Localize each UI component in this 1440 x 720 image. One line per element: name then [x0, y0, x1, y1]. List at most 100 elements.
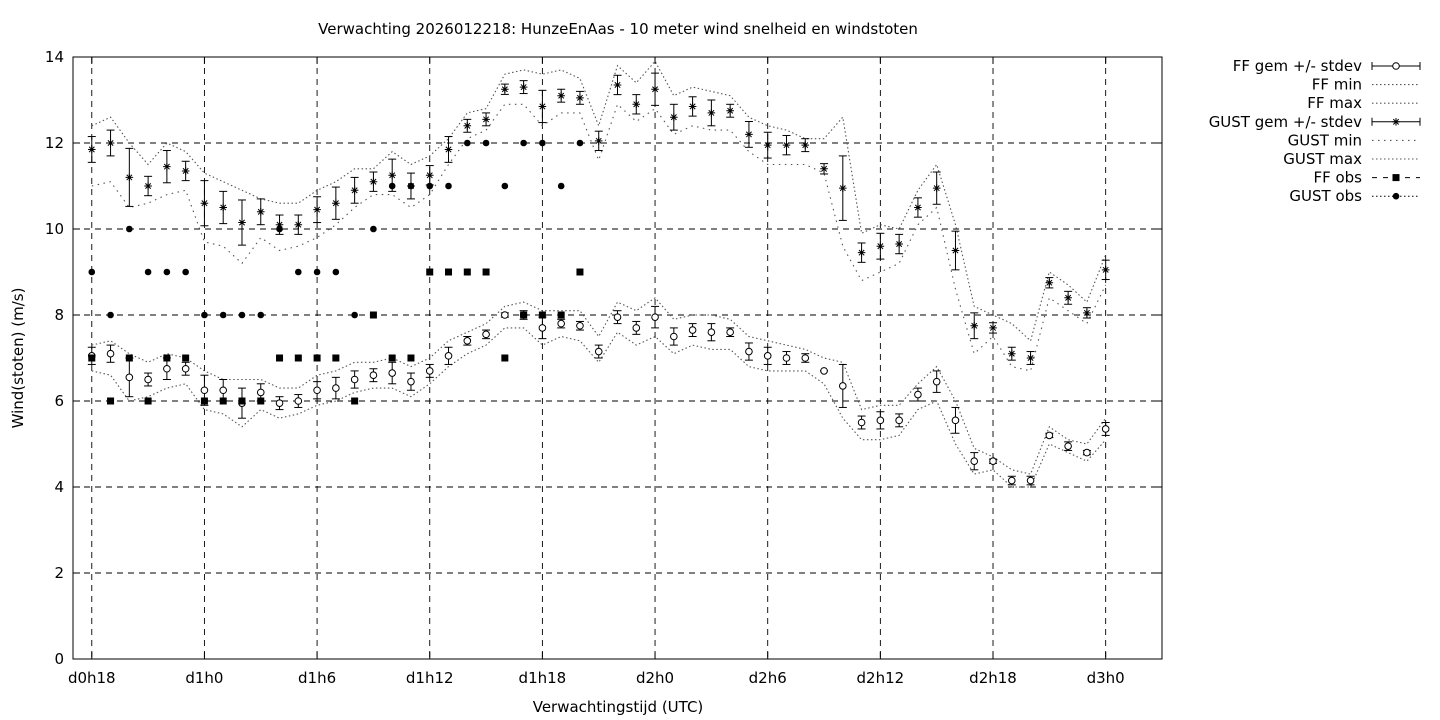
- ff-obs-point: [276, 354, 284, 362]
- gust-mean-point: [726, 106, 734, 115]
- gust-mean-point: [707, 109, 716, 117]
- x-tick-label: d1h12: [406, 669, 454, 687]
- ff-mean-point: [444, 352, 453, 360]
- gust-min-line: [91, 103, 1107, 372]
- gust-mean-point: [632, 100, 641, 109]
- gust-obs-point: [313, 268, 321, 276]
- ff-mean-point: [613, 313, 622, 321]
- gust-obs-point: [463, 139, 471, 147]
- ff-mean-point: [820, 367, 828, 375]
- x-tick-label: d2h6: [749, 669, 787, 687]
- gust-obs-point: [238, 311, 246, 319]
- gust-mean-point: [106, 139, 115, 147]
- gust-obs-point: [426, 182, 434, 190]
- ff-obs-point: [257, 397, 265, 405]
- gust-mean-point: [839, 184, 847, 192]
- ff-mean-point: [1007, 476, 1016, 485]
- ff-mean-point: [763, 352, 772, 360]
- ff-mean-point: [1026, 476, 1035, 485]
- ff-obs-point: [88, 354, 96, 362]
- ff-mean-point: [144, 375, 152, 384]
- gust-mean-point: [163, 162, 171, 171]
- legend-marker: [1392, 118, 1400, 126]
- gust-mean-point: [989, 324, 997, 332]
- ff-mean-point: [726, 328, 734, 337]
- y-tick-label: 4: [54, 478, 64, 496]
- ff-mean-point: [557, 319, 565, 328]
- ff-mean-point: [857, 418, 866, 427]
- y-axis-label: Wind(stoten) (m/s): [9, 288, 27, 429]
- ff-mean-point: [463, 337, 472, 345]
- y-tick-label: 14: [45, 48, 64, 66]
- gust-mean-point: [1064, 294, 1072, 302]
- gust-mean-point: [538, 102, 547, 111]
- ff-mean-point: [670, 332, 678, 341]
- gust-mean-point: [670, 113, 678, 121]
- ff-mean-point: [989, 457, 997, 466]
- gust-mean-point: [388, 171, 396, 180]
- ff-mean-point: [970, 457, 979, 466]
- gust-mean-point: [313, 205, 321, 214]
- ff-mean-point: [1083, 448, 1091, 457]
- ff-mean-point: [1101, 425, 1110, 433]
- gust-obs-point: [144, 268, 152, 276]
- gust-mean-point: [932, 184, 941, 192]
- ff-obs-point: [163, 354, 171, 362]
- gust-mean-point: [444, 145, 453, 154]
- gust-mean-point: [576, 94, 584, 102]
- legend-label: FF gem +/- stdev: [1233, 57, 1362, 75]
- gust-mean-point: [238, 218, 246, 227]
- ff-obs-point: [407, 354, 415, 362]
- gust-obs-point: [295, 268, 302, 276]
- ff-mean-point: [1064, 442, 1072, 450]
- x-tick-label: d2h18: [969, 669, 1017, 687]
- x-tick-label: d2h12: [857, 669, 905, 687]
- gust-mean-point: [745, 130, 753, 139]
- tick-layer: 0 2 4 6 8 10 12 14 d0h18 d1h0 d1h6 d1h12 d1h18 d2h0 d2…: [45, 48, 1162, 687]
- gust-mean-point: [970, 321, 979, 330]
- gust-mean-point: [1045, 278, 1054, 287]
- gust-obs-point: [445, 182, 452, 190]
- gust-mean-point: [914, 203, 922, 212]
- gust-obs-point: [388, 182, 396, 190]
- ff-obs-point: [294, 354, 302, 362]
- plot-frame: [72, 56, 1163, 660]
- ff-min-line: [91, 327, 1107, 488]
- ff-mean-point: [369, 371, 378, 380]
- gust-mean-point: [519, 83, 528, 91]
- gust-mean-point: [425, 171, 434, 180]
- x-tick-label: d1h18: [519, 669, 567, 687]
- legend-label: FF obs: [1313, 169, 1362, 187]
- ff-mean-point: [219, 386, 228, 395]
- ff-obs-point: [107, 397, 115, 405]
- legend-label: GUST gem +/- stdev: [1209, 113, 1362, 131]
- ff-obs-point: [351, 397, 359, 405]
- x-axis-label: Verwachtingstijd (UTC): [533, 698, 704, 716]
- ff-mean-point: [594, 347, 603, 356]
- gust-obs-point: [351, 311, 358, 319]
- gust-obs-point: [370, 225, 377, 233]
- gust-mean-point: [782, 141, 791, 149]
- gust-mean-point: [219, 203, 228, 212]
- ff-mean-point: [688, 326, 697, 334]
- ff-mean-point: [745, 347, 753, 356]
- gust-obs-point: [501, 182, 509, 190]
- gust-mean-point: [144, 182, 152, 190]
- ff-mean-point: [632, 324, 641, 332]
- y-tick-label: 6: [54, 392, 64, 410]
- gust-mean-point: [275, 220, 284, 229]
- legend-marker: [1392, 192, 1400, 200]
- gust-mean-point: [876, 242, 885, 250]
- ff-obs-point: [219, 397, 227, 405]
- ff-mean-point: [914, 390, 922, 399]
- x-tick-label: d3h0: [1087, 669, 1125, 687]
- ff-mean-point: [501, 311, 509, 319]
- ff-obs-point: [144, 397, 152, 405]
- gust-mean-point: [857, 248, 866, 257]
- gust-max-line: [91, 60, 1107, 342]
- ff-max-line: [91, 297, 1107, 475]
- series-layer: [87, 60, 1110, 488]
- gust-mean-point: [1026, 354, 1035, 362]
- ff-obs-point: [200, 397, 208, 405]
